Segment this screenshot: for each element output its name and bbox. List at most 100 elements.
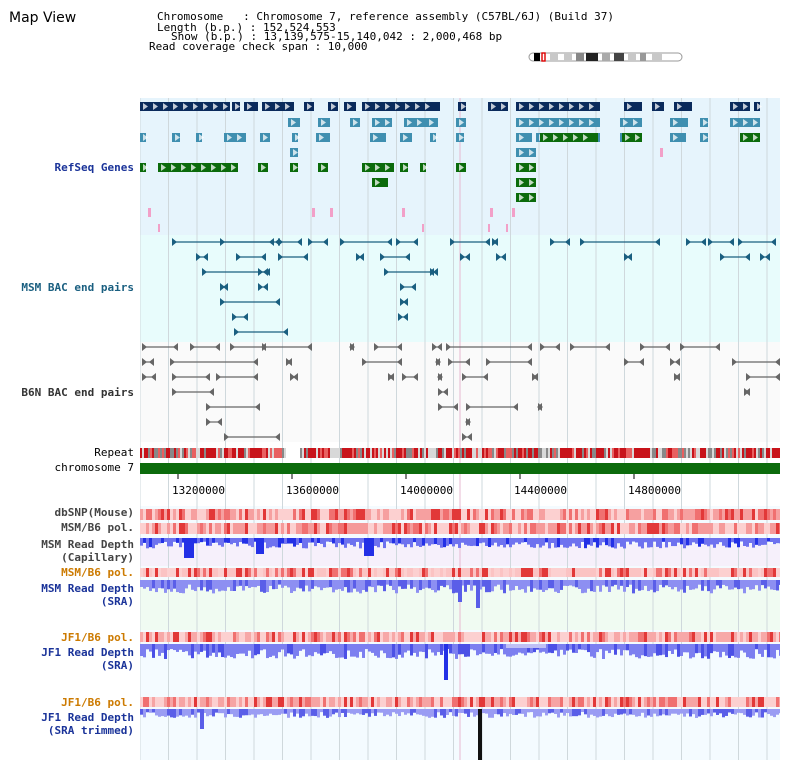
repeat-block xyxy=(702,448,704,458)
track-label-jf1-pol-2[interactable]: JF1/B6 pol. xyxy=(61,696,134,709)
read-depth-bar xyxy=(149,538,152,548)
read-depth-bar xyxy=(245,709,248,716)
track-label-dbsnp[interactable]: dbSNP(Mouse) xyxy=(54,506,134,519)
polymorphism-cell xyxy=(560,632,563,642)
polymorphism-cell xyxy=(479,568,482,577)
track-label-msm-depth-sra[interactable]: MSM Read Depth (SRA) xyxy=(41,582,134,608)
polymorphism-cell xyxy=(206,697,209,707)
polymorphism-cell xyxy=(722,697,725,707)
repeat-block xyxy=(688,448,690,458)
polymorphism-cell xyxy=(614,697,617,707)
polymorphism-cell xyxy=(422,568,425,577)
polymorphism-cell xyxy=(335,509,338,520)
repeat-block xyxy=(490,448,492,458)
polymorphism-cell xyxy=(632,568,635,577)
polymorphism-cell xyxy=(458,632,461,642)
polymorphism-cell xyxy=(155,523,158,534)
track-label-jf1-pol[interactable]: JF1/B6 pol. xyxy=(61,631,134,644)
repeat-block xyxy=(628,448,630,458)
repeat-block xyxy=(656,448,658,458)
polymorphism-cell xyxy=(653,523,656,534)
polymorphism-cell xyxy=(389,568,392,577)
chromosome-ideogram[interactable] xyxy=(528,51,684,63)
track-label-b6n-bac[interactable]: B6N BAC end pairs xyxy=(21,386,134,399)
read-depth-bar xyxy=(443,538,446,548)
repeat-block xyxy=(560,448,562,458)
polymorphism-cell xyxy=(536,632,539,642)
read-depth-bar xyxy=(374,538,377,546)
track-label-msm-bac[interactable]: MSM BAC end pairs xyxy=(21,281,134,294)
read-depth-bar xyxy=(275,709,278,716)
polymorphism-cell xyxy=(758,632,761,642)
polymorphism-cell xyxy=(500,632,503,642)
polymorphism-cell xyxy=(509,697,512,707)
repeat-block xyxy=(248,448,250,458)
read-depth-bar xyxy=(458,709,461,713)
polymorphism-cell xyxy=(398,632,401,642)
read-depth-bar xyxy=(317,644,320,654)
polymorphism-cell xyxy=(431,523,434,534)
gene-arrow xyxy=(375,119,380,126)
read-depth-bar xyxy=(398,644,401,655)
polymorphism-cell xyxy=(308,509,311,520)
polymorphism-cell xyxy=(266,632,269,642)
repeat-block xyxy=(170,448,172,458)
polymorphism-cell xyxy=(596,568,599,577)
gene-feature xyxy=(148,208,151,217)
repeat-block xyxy=(578,448,580,458)
bac-end xyxy=(400,298,405,306)
track-label-msm-pol[interactable]: MSM/B6 pol. xyxy=(61,521,134,534)
polymorphism-cell xyxy=(314,523,317,534)
polymorphism-cell xyxy=(170,568,173,577)
gene-arrow xyxy=(385,119,390,126)
read-depth-bar xyxy=(773,580,776,591)
read-depth-bar xyxy=(509,709,512,714)
repeat-block xyxy=(404,448,406,458)
polymorphism-cell xyxy=(638,632,641,642)
track-label-jf1-depth-sra[interactable]: JF1 Read Depth (SRA) xyxy=(41,646,134,672)
read-depth-bar xyxy=(614,644,617,655)
polymorphism-cell xyxy=(353,523,356,534)
read-depth-bar xyxy=(362,644,365,658)
polymorphism-cell xyxy=(155,697,158,707)
repeat-block xyxy=(636,448,638,458)
read-depth-bar xyxy=(329,538,332,543)
read-depth-bar xyxy=(428,644,431,650)
polymorphism-cell xyxy=(143,568,146,577)
read-depth-bar xyxy=(572,709,575,717)
read-depth-bar xyxy=(479,580,482,590)
read-depth-bar xyxy=(530,709,533,713)
polymorphism-cell xyxy=(479,509,482,520)
read-depth-bar xyxy=(371,644,374,653)
polymorphism-cell xyxy=(467,509,470,520)
bac-end xyxy=(170,358,175,366)
polymorphism-cell xyxy=(584,509,587,520)
track-label-msm-pol-2[interactable]: MSM/B6 pol. xyxy=(61,566,134,579)
polymorphism-cell xyxy=(746,697,749,707)
polymorphism-cell xyxy=(545,697,548,707)
polymorphism-cell xyxy=(410,509,413,520)
bac-end xyxy=(453,403,458,411)
repeat-block xyxy=(366,448,368,458)
polymorphism-cell xyxy=(347,523,350,534)
track-label-refseq[interactable]: RefSeq Genes xyxy=(54,161,134,174)
polymorphism-cell xyxy=(179,568,182,577)
polymorphism-cell xyxy=(764,523,767,534)
polymorphism-cell xyxy=(605,632,608,642)
genome-browser-tracks[interactable]: 13200000 13600000 14000000 14400000 1480… xyxy=(140,98,780,760)
read-depth-bar xyxy=(185,644,188,652)
track-label-msm-depth-capillary[interactable]: MSM Read Depth (Capillary) xyxy=(41,538,134,564)
polymorphism-cell xyxy=(245,509,248,520)
polymorphism-cell xyxy=(638,697,641,707)
polymorphism-cell xyxy=(683,523,686,534)
read-depth-bar xyxy=(179,538,182,548)
repeat-block xyxy=(262,448,264,458)
read-depth-bar xyxy=(659,538,662,549)
track-label-jf1-depth-trimmed[interactable]: JF1 Read Depth (SRA trimmed) xyxy=(41,711,134,737)
polymorphism-cell xyxy=(569,697,572,707)
polymorphism-cell xyxy=(707,509,710,520)
repeat-block xyxy=(680,448,682,458)
polymorphism-cell xyxy=(479,523,482,534)
read-depth-bar xyxy=(557,538,560,548)
read-depth-bar xyxy=(500,709,503,717)
